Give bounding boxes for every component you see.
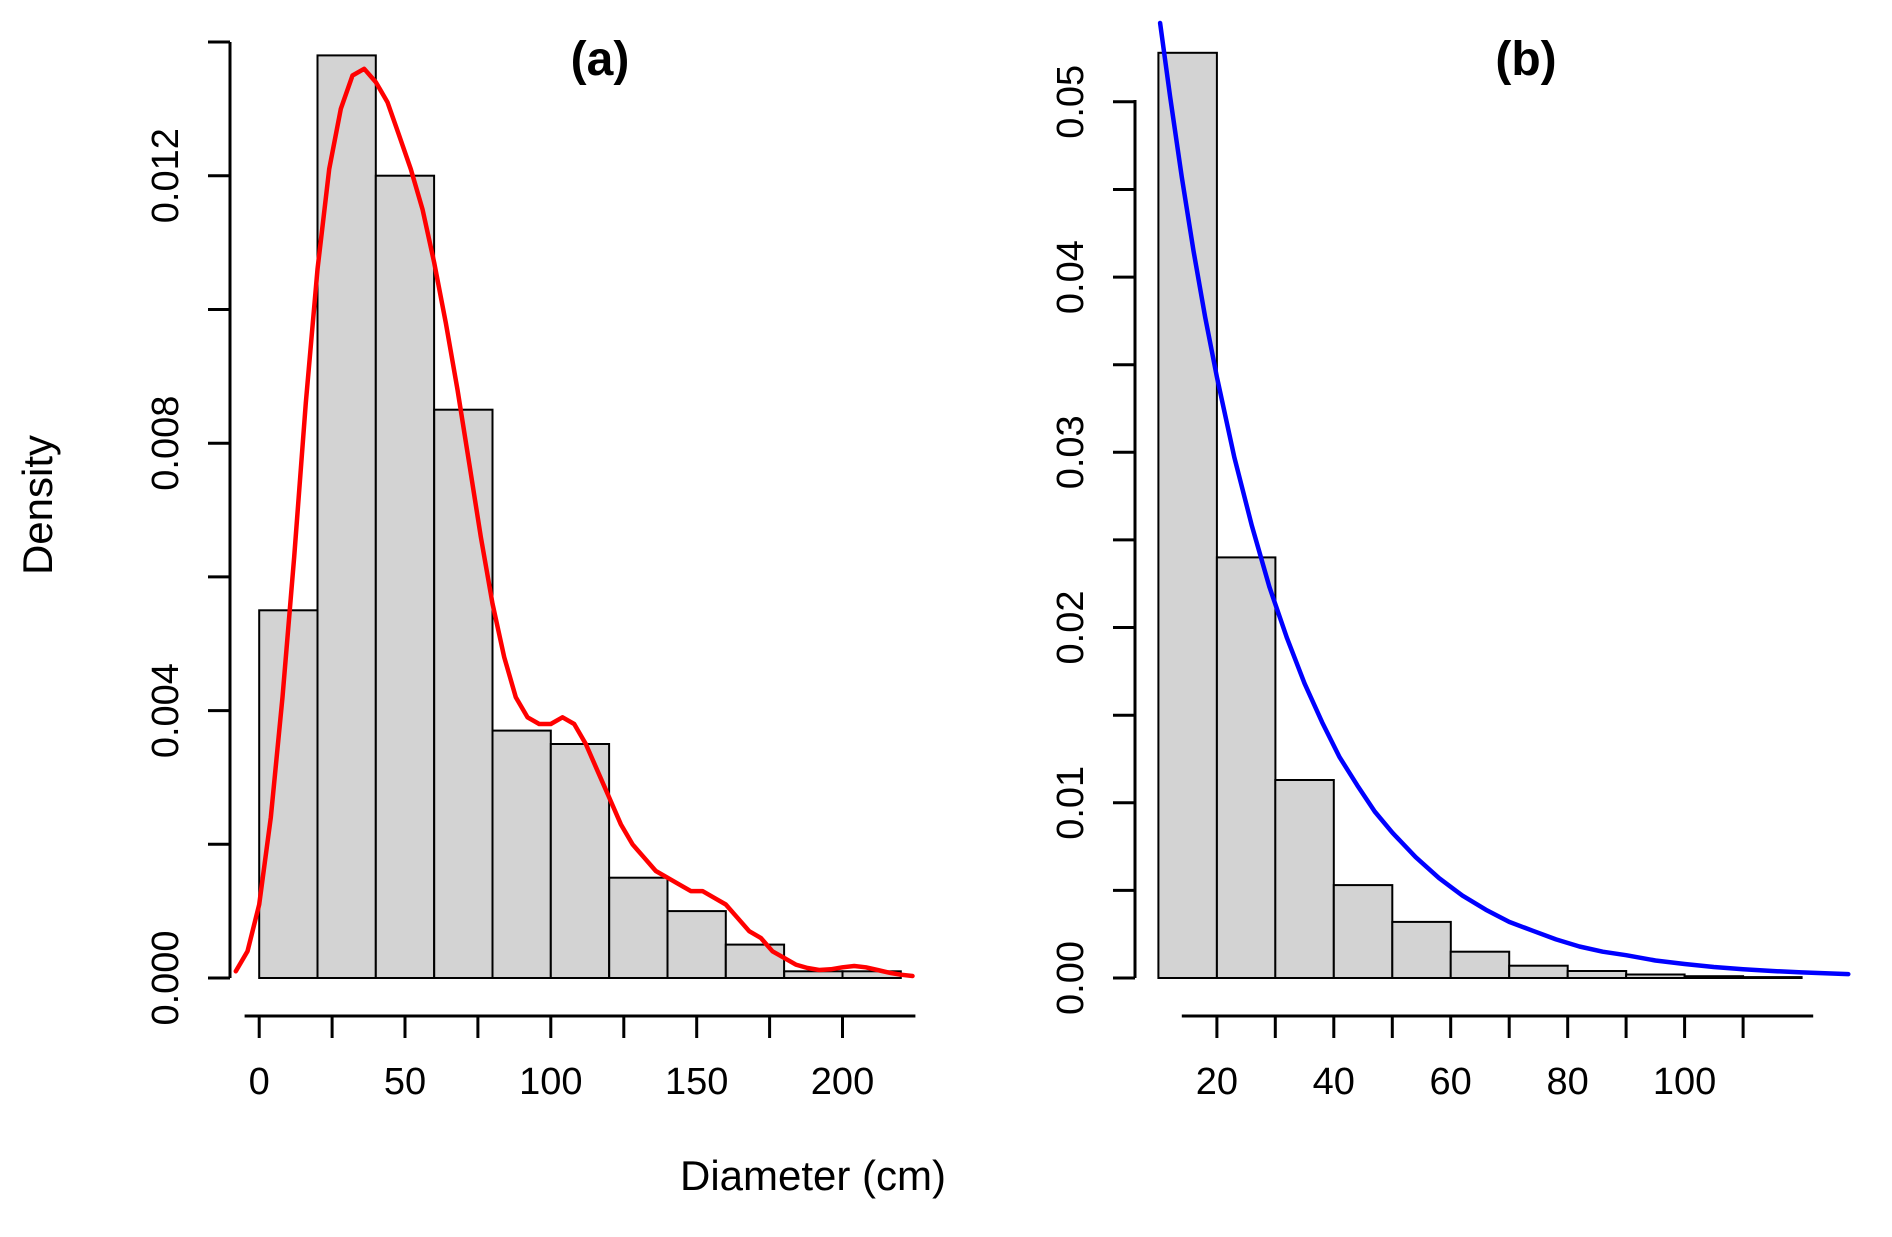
panel-b-histogram-bars [1157, 51, 1803, 980]
x-axis-title: Diameter (cm) [679, 1152, 947, 1199]
y-axis-title: Density [14, 434, 61, 576]
histogram-bar [316, 54, 377, 979]
histogram-bar [1566, 970, 1628, 979]
histogram-bar [258, 609, 319, 979]
panel-a-axes: 0.000 0.004 0.008 0.012 0 50 100 150 200 [145, 40, 916, 1103]
histogram-bar [491, 729, 552, 979]
x-tick-label: 200 [811, 1061, 874, 1103]
y-tick-label: 0.012 [145, 128, 187, 223]
histogram-bar [1625, 973, 1686, 979]
panel-b-plot: 0.00 0.01 0.02 0.03 0.04 0.05 20 40 60 80 100 (b) [1050, 20, 1851, 1103]
y-tick-label: 0.000 [145, 930, 187, 1025]
panel-a-title: (a) [571, 33, 630, 86]
y-tick-label: 0.05 [1050, 65, 1092, 139]
y-tick-label: 0.03 [1050, 415, 1092, 489]
y-tick-label: 0.00 [1050, 941, 1092, 1015]
x-tick-label: 100 [1653, 1061, 1716, 1103]
histogram-bar [1508, 964, 1569, 980]
panel-a-plot: 0.000 0.004 0.008 0.012 0 50 100 150 200 (a) [145, 33, 916, 1103]
exponential-fit-curve [1157, 20, 1851, 977]
histogram-bar [1391, 920, 1452, 980]
kernel-density-curve [233, 66, 915, 979]
x-tick-label: 100 [519, 1061, 582, 1103]
histogram-bar [1449, 950, 1511, 980]
histogram-bar [374, 174, 436, 979]
histogram-bar [666, 910, 727, 979]
panel-b-axes: 0.00 0.01 0.02 0.03 0.04 0.05 20 40 60 80 100 [1050, 65, 1814, 1103]
histogram-bar [1157, 51, 1218, 980]
histogram-bar [433, 408, 494, 979]
y-tick-label: 0.01 [1050, 766, 1092, 840]
y-tick-label: 0.008 [145, 396, 187, 491]
histogram-bar [724, 943, 786, 979]
histogram-bar [1274, 779, 1335, 979]
x-tick-label: 60 [1430, 1061, 1472, 1103]
histogram-bar [783, 970, 844, 979]
x-tick-label: 150 [665, 1061, 728, 1103]
y-tick-label: 0.004 [145, 663, 187, 758]
x-tick-label: 20 [1196, 1061, 1238, 1103]
histogram-bar [608, 876, 669, 980]
histogram-bar [549, 743, 611, 979]
histogram-bar [1742, 976, 1803, 979]
x-tick-label: 50 [384, 1061, 426, 1103]
x-tick-label: 0 [249, 1061, 270, 1103]
panel-b-title: (b) [1495, 33, 1556, 86]
y-tick-label: 0.02 [1050, 591, 1092, 665]
histogram-bar [1215, 556, 1277, 980]
histogram-bar [1683, 975, 1745, 980]
y-tick-label: 0.04 [1050, 240, 1092, 314]
x-tick-label: 80 [1547, 1061, 1589, 1103]
histogram-bar [1332, 884, 1394, 979]
x-tick-label: 40 [1313, 1061, 1355, 1103]
panel-a-histogram-bars [258, 54, 902, 980]
